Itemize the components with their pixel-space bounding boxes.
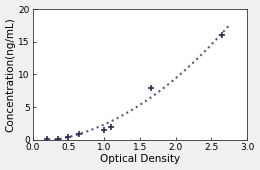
Y-axis label: Concentration(ng/mL): Concentration(ng/mL) bbox=[5, 17, 16, 132]
X-axis label: Optical Density: Optical Density bbox=[100, 154, 180, 164]
